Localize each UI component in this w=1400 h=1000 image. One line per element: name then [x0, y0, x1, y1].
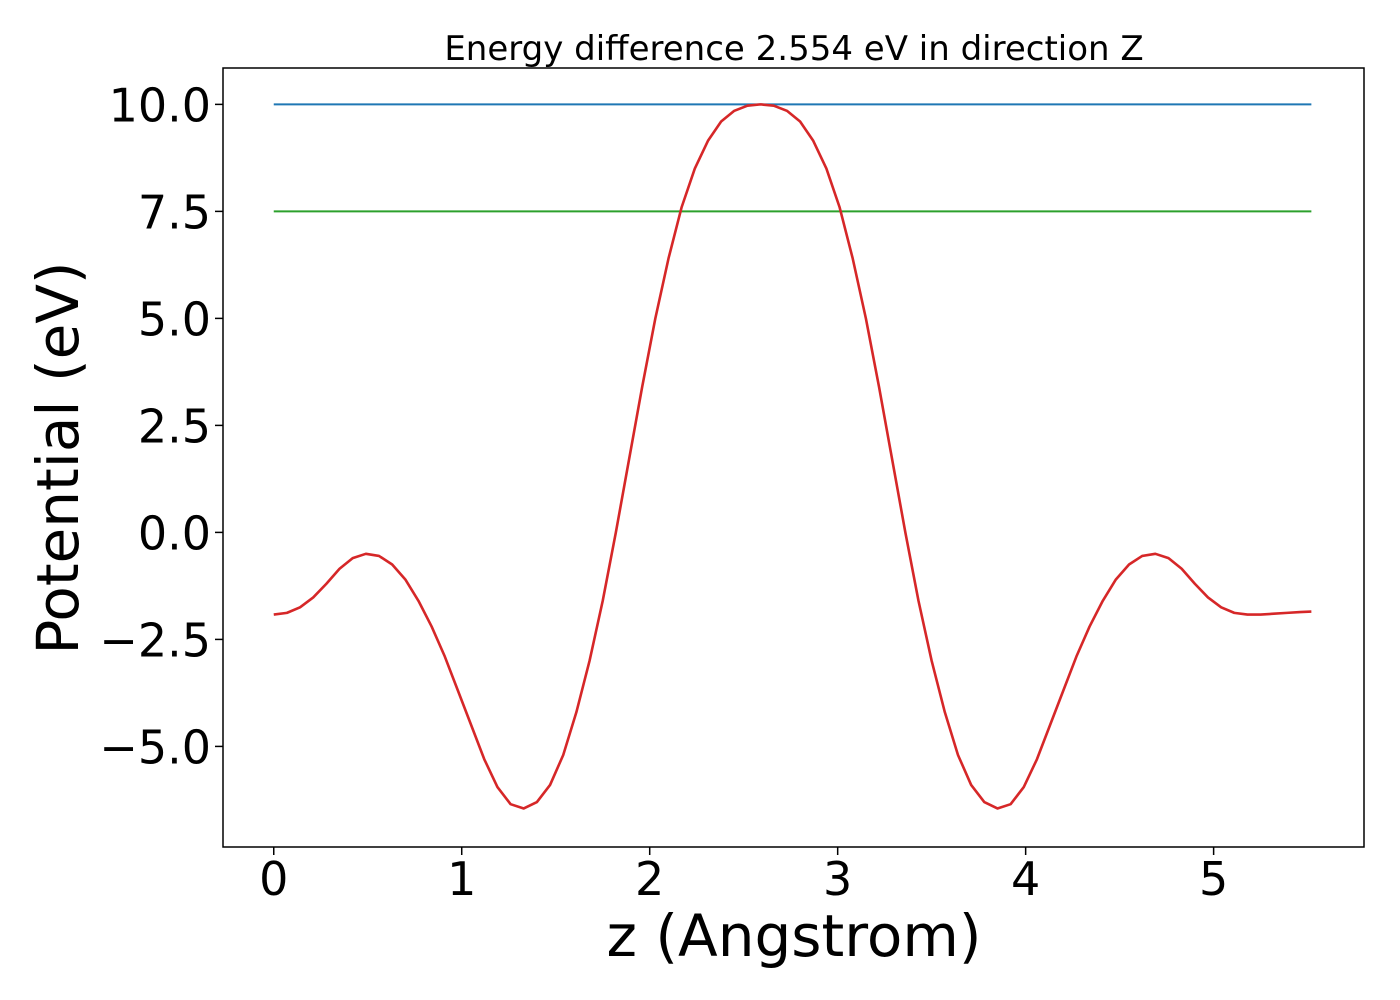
y-tick-label: −5.0 [99, 720, 211, 774]
x-tick-label: 0 [259, 852, 288, 906]
plot-frame [222, 67, 1365, 848]
y-axis-label: Potential (eV) [24, 261, 92, 654]
chart-title: Energy difference 2.554 eV in direction … [444, 29, 1143, 69]
y-tick-label: 10.0 [109, 78, 211, 132]
x-tick-label: 5 [1199, 852, 1228, 906]
y-tick-label: 0.0 [138, 506, 211, 560]
x-tick-label: 2 [635, 852, 664, 906]
y-tick-label: −2.5 [99, 613, 211, 667]
y-tick-label: 2.5 [138, 399, 211, 453]
series-layer [273, 103, 1312, 810]
x-axis-label: z (Angstrom) [607, 902, 982, 970]
x-tick-label: 3 [823, 852, 852, 906]
x-tick-label: 4 [1011, 852, 1040, 906]
x-axis: 0 1 2 3 4 5 [259, 847, 1228, 906]
x-tick-label: 1 [447, 852, 476, 906]
y-axis: −5.0 −2.5 0.0 2.5 5.0 7.5 10.0 [99, 78, 223, 774]
y-tick-label: 7.5 [138, 185, 211, 239]
plot-area [222, 67, 1365, 848]
y-tick-label: 5.0 [138, 292, 211, 346]
series-line-3 [273, 103, 1312, 810]
